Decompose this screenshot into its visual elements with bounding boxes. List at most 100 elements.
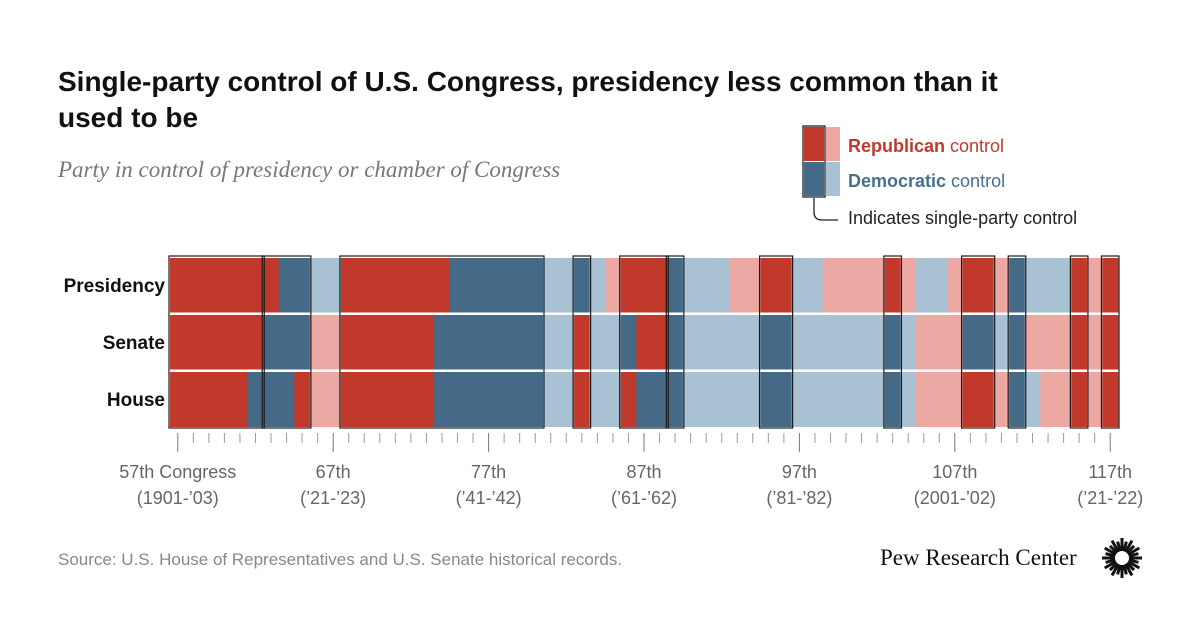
logo-ray (1103, 560, 1117, 570)
cell-house-81 (542, 372, 559, 427)
cell-house-97 (791, 372, 808, 427)
cell-house-92 (713, 372, 730, 427)
row-label-presidency: Presidency (63, 276, 165, 297)
cell-presidency-108 (962, 258, 979, 313)
single-party-outline-95-96 (758, 255, 794, 429)
cell-house-61 (232, 372, 249, 427)
cell-house-87 (636, 372, 653, 427)
cell-presidency-110 (993, 258, 1010, 313)
cell-house-70 (372, 372, 388, 427)
cell-senate-103 (884, 315, 901, 370)
cell-senate-72 (403, 315, 419, 370)
cell-house-59 (201, 372, 217, 427)
cell-house-69 (356, 372, 373, 427)
x-tick-label-107: 107th (2001-’02) (865, 459, 1045, 511)
cell-house-107 (947, 372, 963, 427)
cell-presidency-102 (869, 258, 886, 313)
cell-senate-87 (636, 315, 653, 370)
cell-house-89 (667, 372, 684, 427)
cell-presidency-81 (542, 258, 559, 313)
cell-senate-111 (1009, 315, 1026, 370)
single-party-outline-57-62 (168, 255, 265, 429)
brand-name: Pew Research Center (880, 545, 1077, 570)
cell-house-83 (574, 372, 590, 427)
cell-presidency-71 (387, 258, 404, 313)
logo-ray (1116, 541, 1122, 552)
cell-presidency-101 (853, 258, 870, 313)
cell-senate-81 (542, 315, 559, 370)
x-tick-label-line2: (’21-’22) (1077, 488, 1144, 508)
logo-ray (1125, 561, 1136, 572)
cell-senate-62 (247, 315, 264, 370)
logo-ray (1125, 544, 1136, 555)
cell-house-67 (325, 372, 342, 427)
cell-house-104 (900, 372, 917, 427)
cell-house-84 (589, 372, 606, 427)
cell-senate-71 (387, 315, 404, 370)
single-party-outline-86-88 (619, 255, 669, 429)
x-tick-label-57: 57th Congress (1901-’03) (88, 459, 268, 511)
source-note: Source: U.S. House of Representatives an… (58, 550, 623, 569)
legend-democratic-word: Democratic (848, 171, 947, 191)
cell-senate-70 (372, 315, 388, 370)
cell-presidency-107 (947, 258, 963, 313)
single-party-outline-111-111 (1007, 255, 1027, 429)
chart-title: Single-party control of U.S. Congress, p… (58, 66, 998, 133)
cell-presidency-77 (480, 258, 497, 313)
x-tick-label-line2: (2001-’02) (913, 488, 996, 508)
x-tick-label-line2: (’21-’23) (300, 488, 367, 508)
logo-ray (1128, 558, 1139, 564)
single-party-outline-68-80 (339, 255, 545, 429)
x-tick-label-117: 117th (’21-’22) (1020, 459, 1200, 511)
cell-senate-106 (931, 315, 948, 370)
cell-presidency-112 (1024, 258, 1041, 313)
x-tick-label-87: 87th (’61-’62) (554, 459, 734, 511)
single-party-outline-108-109 (960, 255, 996, 429)
cell-presidency-75 (449, 258, 466, 313)
logo-ray (1127, 560, 1141, 570)
cell-house-91 (698, 372, 715, 427)
single-party-outline-117-117 (1100, 255, 1120, 429)
cell-presidency-90 (682, 258, 699, 313)
cell-house-93 (729, 372, 746, 427)
cell-presidency-88 (651, 258, 668, 313)
cell-senate-90 (682, 315, 699, 370)
cell-house-88 (651, 372, 668, 427)
single-party-outlines (168, 255, 1120, 429)
cell-presidency-69 (356, 258, 373, 313)
cell-house-94 (745, 372, 761, 427)
cell-house-75 (449, 372, 466, 427)
logo-ray (1128, 552, 1139, 558)
chart-subtitle: Party in control of presidency or chambe… (58, 157, 561, 182)
cell-house-95 (760, 372, 777, 427)
cell-presidency-70 (372, 258, 388, 313)
cell-house-96 (776, 372, 792, 427)
x-tick-label-line2: (’81-’82) (766, 488, 833, 508)
cell-senate-65 (294, 315, 311, 370)
cell-senate-63 (263, 315, 280, 370)
cell-house-68 (340, 372, 357, 427)
cell-senate-94 (745, 315, 761, 370)
cell-house-82 (558, 372, 575, 427)
cell-presidency-66 (309, 258, 326, 313)
cell-presidency-86 (620, 258, 637, 313)
logo-ray (1110, 539, 1120, 553)
legend-swatch-dem-split (826, 162, 840, 196)
cell-presidency-82 (558, 258, 575, 313)
cell-house-65 (294, 372, 311, 427)
cell-presidency-93 (729, 258, 746, 313)
cell-senate-89 (667, 315, 684, 370)
cell-senate-105 (915, 315, 932, 370)
cell-senate-102 (869, 315, 886, 370)
cell-presidency-79 (511, 258, 528, 313)
cell-presidency-96 (776, 258, 792, 313)
cell-senate-88 (651, 315, 668, 370)
cell-house-78 (496, 372, 513, 427)
cell-house-80 (527, 372, 544, 427)
cell-house-63 (263, 372, 280, 427)
cell-presidency-111 (1009, 258, 1026, 313)
legend-connector (813, 198, 838, 221)
cell-senate-104 (900, 315, 917, 370)
cell-senate-101 (853, 315, 870, 370)
